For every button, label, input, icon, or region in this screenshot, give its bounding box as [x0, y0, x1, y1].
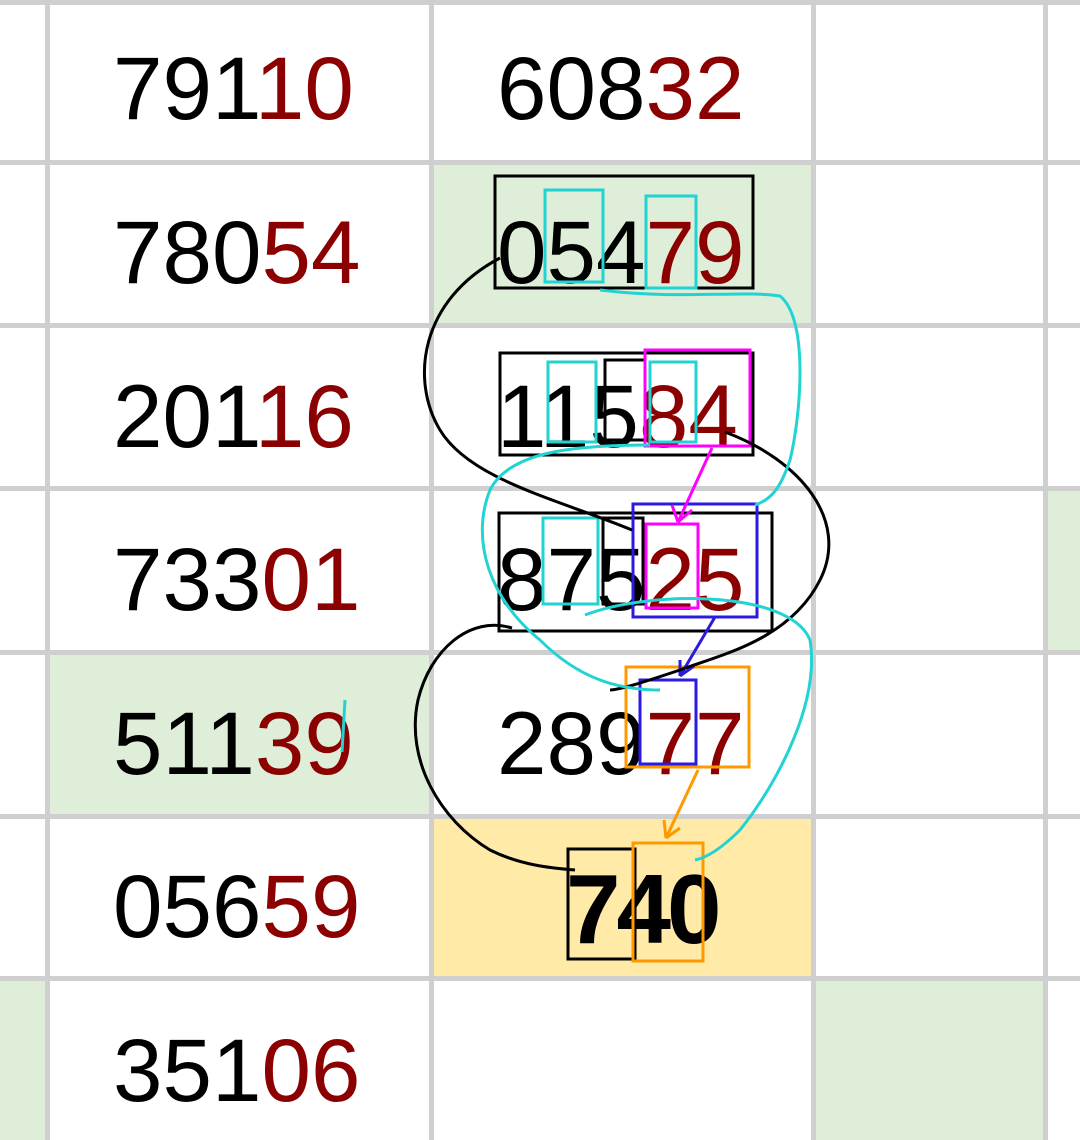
number-cell: 35106 — [113, 1020, 361, 1120]
number-cell: 73301 — [113, 529, 361, 629]
grid-line — [0, 650, 1080, 655]
result-number-cell: 740 — [566, 854, 722, 964]
number-cell: 05479 — [497, 202, 745, 302]
grid-line — [0, 976, 1080, 981]
highlight-cell-r6c3 — [813, 978, 1045, 1140]
grid-line — [811, 0, 816, 1140]
number-cell: 28977 — [497, 693, 745, 793]
grid-line — [0, 323, 1080, 328]
number-cell: 20116 — [113, 366, 354, 466]
number-cell: 51139 — [113, 693, 354, 793]
highlight-cell-r3c4 — [1045, 489, 1080, 652]
number-cell: 79110 — [113, 38, 354, 138]
highlight-cell-r4c1 — [47, 652, 432, 816]
grid-line — [1043, 0, 1048, 1140]
highlight-cell-r6c0 — [0, 978, 47, 1140]
grid-line — [0, 160, 1080, 165]
number-cell: 05659 — [113, 856, 361, 956]
grid-line — [0, 486, 1080, 491]
grid-line — [0, 814, 1080, 819]
number-cell: 60832 — [497, 38, 745, 138]
grid-line — [45, 0, 50, 1140]
grid-line — [0, 0, 1080, 5]
number-cell: 78054 — [113, 202, 361, 302]
number-cell: 11584 — [497, 366, 738, 466]
grid-line — [429, 0, 434, 1140]
number-cell: 87525 — [497, 529, 745, 629]
